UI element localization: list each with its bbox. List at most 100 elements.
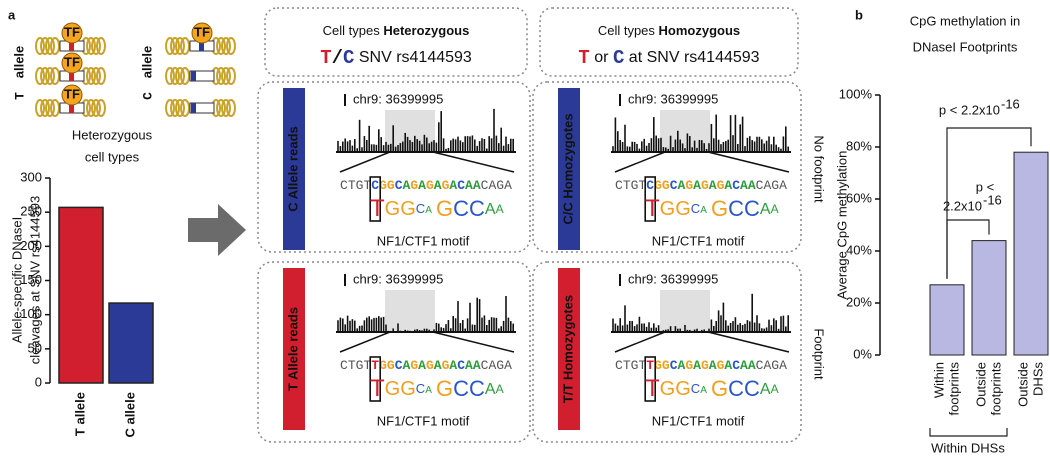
motif-logo: TGGCA [645, 195, 707, 222]
y-tick-label: 200 [20, 238, 42, 253]
x-tick-label: T allele [72, 392, 87, 436]
x-tick-label: DHSs [1030, 362, 1045, 396]
significance-bracket [946, 127, 1032, 279]
snv-box [644, 176, 657, 222]
x-tick-label: footprints [946, 362, 961, 416]
dna-coil [180, 99, 190, 117]
dna-coil [96, 99, 106, 117]
sequence: CTGTCGGCAGAGAGACAACAGA [615, 178, 787, 193]
y-axis-label: Average CpG methylation [834, 151, 849, 300]
dna-coil [226, 37, 236, 55]
bar [108, 302, 154, 384]
footprint-region [385, 290, 435, 332]
snv-box [644, 356, 657, 402]
x-tick-label: Within [931, 362, 946, 398]
sequence: CTGTTGGCAGAGAGACAACAGA [340, 358, 512, 373]
annotation-exponent: -16 [1001, 96, 1020, 111]
annotation: 2.2x10 [943, 198, 982, 213]
dna-coil [35, 67, 45, 85]
motif-name: NF1/CTF1 motif [377, 233, 470, 248]
chart-title: Heterozygous [72, 127, 153, 142]
dna-coil [40, 99, 50, 117]
y-axis-label: Allele-specific DNaseI [9, 217, 24, 343]
locus: chr9: 36399995 [628, 271, 718, 286]
dna-coil [221, 37, 231, 55]
tf-label: TF [64, 54, 80, 69]
snv-box [369, 356, 382, 402]
dna-coil [45, 37, 55, 55]
dna-coil [40, 37, 50, 55]
dna-site [189, 102, 215, 114]
motif-logo: GCCAA [711, 376, 779, 401]
zoom-line [707, 331, 790, 353]
allele-band [69, 41, 74, 51]
y-tick-label: 0 [35, 374, 42, 389]
y-tick-label: 20% [846, 294, 872, 309]
group-label: Within DHSs [931, 440, 1005, 455]
column-subtitle-part: SNV rs4144593 [354, 49, 472, 66]
panel-label-bg [283, 88, 305, 250]
dna-coil [180, 67, 190, 85]
snv-box [369, 176, 382, 222]
significance-bracket [946, 219, 990, 279]
column-title: Cell types Homozygous [598, 23, 740, 38]
motif-name: NF1/CTF1 motif [377, 413, 470, 428]
y-tick-label: 100% [839, 86, 873, 101]
y-axis-label: cleavages at SNV rs4144593 [27, 196, 42, 364]
x-tick-label: footprints [988, 362, 1003, 416]
zoom-line [339, 151, 391, 173]
dna-coil [226, 99, 236, 117]
panel-box [532, 81, 802, 253]
dna-coil [226, 67, 236, 85]
zoom-line [614, 151, 666, 173]
dna-coil [45, 99, 55, 117]
tf-circle [61, 84, 83, 106]
column-subtitle-part: / [332, 47, 343, 69]
locus: chr9: 36399995 [353, 91, 443, 106]
motif-logo: GCCAA [436, 376, 504, 401]
column-subtitle-part: at SNV rs4144593 [624, 49, 759, 66]
dna-coil [86, 67, 96, 85]
column-subtitle-part: C [613, 47, 624, 69]
panel-label-bg [558, 268, 580, 430]
tf-circle [61, 22, 83, 44]
allele-band [199, 41, 204, 51]
row-label: No footprint [812, 135, 827, 203]
annotation: p < [976, 179, 994, 194]
zoom-line [707, 151, 790, 173]
dna-coil [175, 99, 185, 117]
panel-label: b [855, 7, 863, 22]
dna-coil [165, 37, 175, 55]
dna-coil [175, 37, 185, 55]
chart-title: CpG methylation in [910, 13, 1021, 28]
dna-coil [165, 99, 175, 117]
bar [58, 206, 104, 384]
dna-coil [170, 99, 180, 117]
dna-coil [86, 99, 96, 117]
dna-coil [165, 67, 175, 85]
zoom-line [432, 331, 515, 353]
bar [929, 284, 965, 356]
zoom-line [339, 331, 391, 353]
dna-coil [180, 37, 190, 55]
column-subtitle-part: T [320, 47, 331, 69]
motif-logo: TGGCA [645, 375, 707, 402]
y-tick-label: 150 [20, 272, 42, 287]
motif-name: NF1/CTF1 motif [652, 413, 745, 428]
y-tick-label: 60% [846, 190, 872, 205]
allele-label: allele [139, 46, 154, 79]
dna-coil [35, 99, 45, 117]
y-tick-label: 0% [853, 346, 872, 361]
locus: chr9: 36399995 [353, 271, 443, 286]
bar [971, 240, 1007, 356]
panel-label: C/C Homozygotes [560, 113, 575, 224]
annotation: p < 2.2x10 [939, 102, 1000, 117]
motif-logo: GCCAA [436, 196, 504, 221]
allele-band [69, 71, 74, 81]
tf-label: TF [64, 86, 80, 101]
panel-box [257, 81, 531, 253]
dna-coil [170, 37, 180, 55]
allele-band [69, 103, 74, 113]
tf-label: TF [194, 24, 210, 39]
dna-coil [216, 67, 226, 85]
